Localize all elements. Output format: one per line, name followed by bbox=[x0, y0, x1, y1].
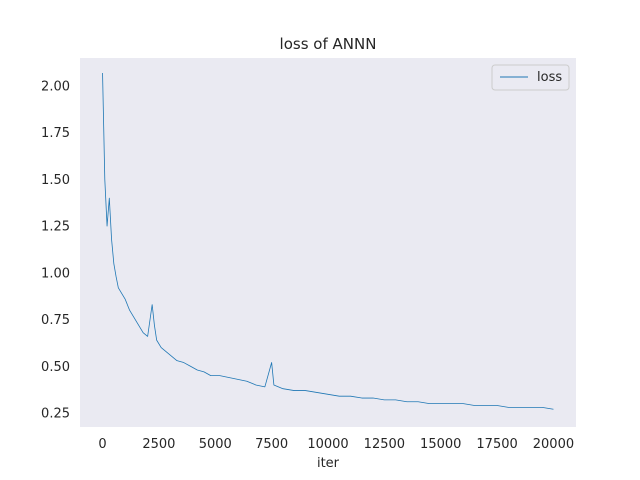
y-tick-label: 0.25 bbox=[41, 406, 70, 421]
x-tick-label: 12500 bbox=[364, 437, 405, 452]
y-tick-label: 1.50 bbox=[41, 173, 70, 188]
y-tick-label: 0.75 bbox=[41, 313, 70, 328]
y-tick-label: 1.00 bbox=[41, 266, 70, 281]
legend: loss bbox=[491, 64, 570, 91]
x-tick-label: 17500 bbox=[476, 437, 517, 452]
y-tick-label: 2.00 bbox=[41, 80, 70, 95]
series-layer bbox=[102, 72, 554, 410]
x-tick-labels: 0 2500 5000 7500 10000 12500 15000 17500 20000 bbox=[98, 437, 574, 452]
x-tick-label: 10000 bbox=[307, 437, 348, 452]
x-axis-label: iter bbox=[317, 456, 340, 471]
y-tick-label: 1.75 bbox=[41, 126, 70, 141]
y-tick-labels: 0.25 0.50 0.75 1.00 1.25 1.50 1.75 2.00 bbox=[41, 80, 70, 422]
x-tick-label: 2500 bbox=[142, 437, 175, 452]
chart-title: loss of ANNN bbox=[280, 35, 377, 53]
y-tick-label: 1.25 bbox=[41, 220, 70, 235]
legend-box bbox=[491, 64, 570, 91]
x-tick-label: 15000 bbox=[420, 437, 461, 452]
legend-label-loss: loss bbox=[537, 70, 562, 85]
y-tick-label: 0.50 bbox=[41, 360, 70, 375]
x-tick-label: 20000 bbox=[533, 437, 574, 452]
series-line-loss bbox=[102, 72, 554, 410]
x-tick-label: 7500 bbox=[255, 437, 288, 452]
x-tick-label: 5000 bbox=[199, 437, 232, 452]
x-tick-label: 0 bbox=[98, 437, 106, 452]
plot-area bbox=[80, 58, 576, 427]
